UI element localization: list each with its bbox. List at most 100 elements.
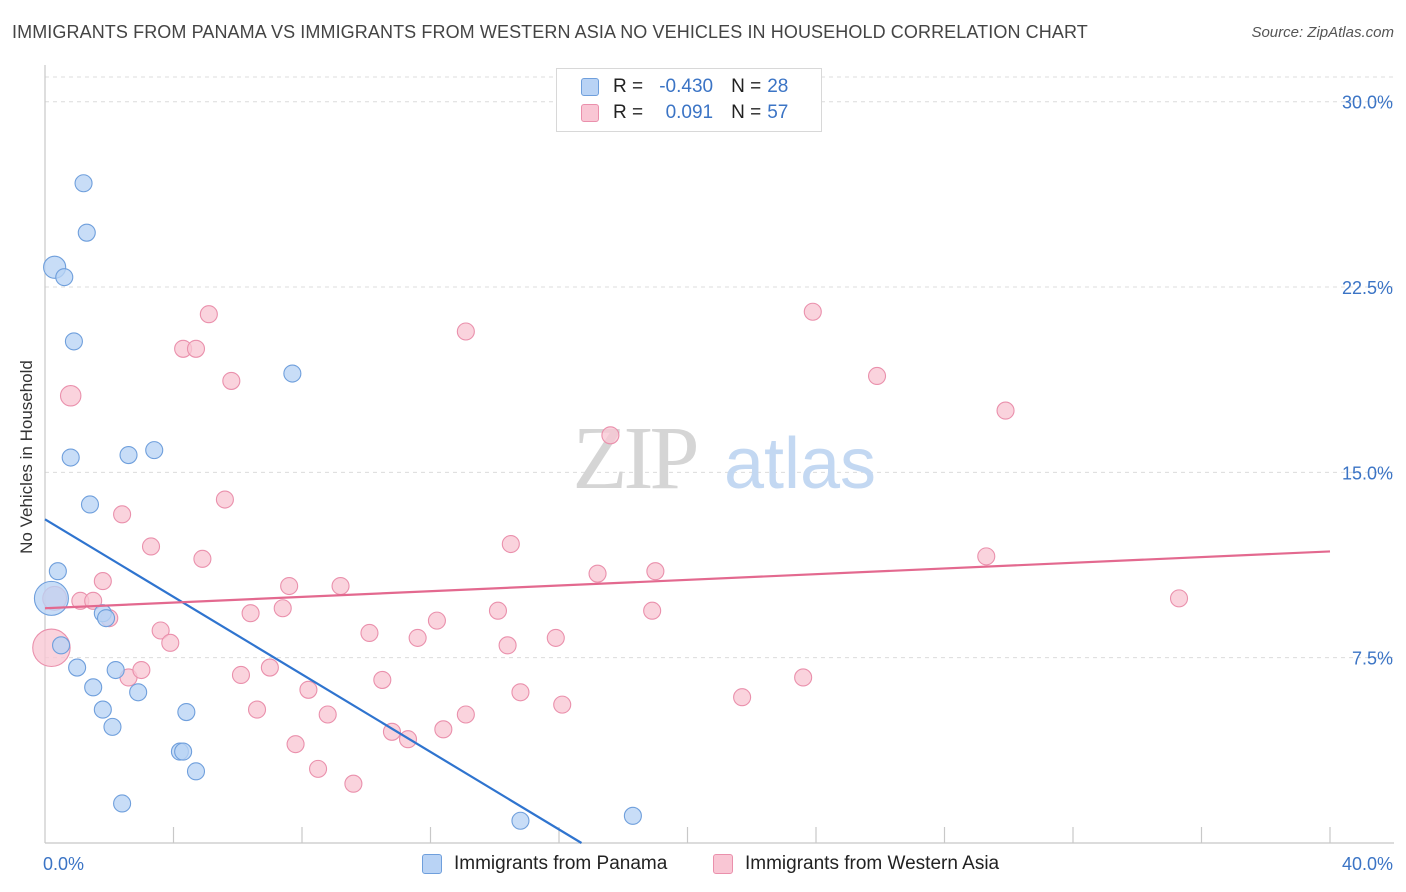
legend-r-label: R = [613,102,644,123]
watermark-atlas: atlas [724,424,876,504]
panama-point [623,806,642,825]
panama-point [113,794,132,813]
panama-point [145,441,164,460]
panama-swatch [581,78,599,96]
panama-point [68,658,87,677]
legend-r-value: 0.091 [665,102,714,123]
panama-point [96,609,116,628]
panama-point [106,660,125,680]
panama-point [48,562,67,581]
wasia-point [1169,589,1189,608]
wasia-point [132,660,151,680]
panama-point [61,448,80,467]
panama-point [93,700,112,719]
wasia-point [601,426,620,445]
wasia-point [273,599,292,618]
panama-legend-label: Immigrants from Panama [454,853,668,874]
wasia-point [309,759,328,778]
wasia-point [434,720,453,739]
wasia-point [260,658,279,677]
panama-point [52,636,71,655]
wasia-trendline [44,550,1331,610]
panama-point [103,717,122,736]
series-western-asia [32,302,1189,793]
watermark: ZIP atlas [573,409,877,508]
panama-point [74,174,93,193]
y-axis-label: No Vehicles in Household [17,360,36,554]
trendlines [44,518,1331,844]
panama-point [119,446,138,465]
wasia-point [546,628,565,647]
panama-point [80,495,100,514]
wasia-point [488,601,508,620]
bottom-legend-panama: Immigrants from Panama [422,851,667,877]
axes [44,65,1394,844]
panama-point [129,683,148,702]
legend-n-value: 28 [767,76,789,97]
wasia-point [511,683,530,702]
wasia-point [241,604,260,623]
wasia-point [151,621,170,640]
series-panama [33,174,642,830]
chart-title: IMMIGRANTS FROM PANAMA VS IMMIGRANTS FRO… [12,22,1088,42]
wasia-point [977,547,996,566]
wasia-point [222,371,241,390]
wasia-point [93,572,112,591]
wasia-point [588,564,607,583]
wasia-point [186,339,206,358]
wasia-point [141,537,161,556]
wasia-point [643,601,662,620]
panama-point [177,702,196,722]
y-tick-label: 15.0% [1342,463,1393,483]
legend-r-label: R = [613,76,644,97]
wasia-point [331,576,350,596]
wasia-point [231,665,251,685]
wasia-point [280,576,299,596]
wasia-swatch [581,104,599,122]
panama-point [77,223,96,242]
wasia-point [794,668,813,687]
panama-trendline [44,518,583,844]
wasia-point [113,505,132,524]
y-tick-label: 7.5% [1352,649,1393,669]
gridlines [45,76,1394,659]
wasia-point [733,688,752,707]
wasia-point [456,322,475,341]
panama-point [186,762,206,781]
wasia-point [215,490,234,509]
x-tick-label: 0.0% [43,854,84,874]
panama-point [33,580,69,616]
legend-n-label: N = [731,76,762,97]
panama-point [174,742,193,761]
wasia-point [161,633,180,652]
wasia-point [344,774,363,793]
wasia-point [360,623,379,643]
panama-point [84,678,103,697]
source-credit: Source: ZipAtlas.com [1251,24,1394,41]
y-tick-label: 30.0% [1342,93,1393,113]
panama-point [283,364,302,383]
legend-n-label: N = [731,102,762,123]
watermark-zip: ZIP [573,409,697,508]
wasia-point [247,700,267,719]
wasia-point [318,705,337,724]
wasia-point [501,534,520,554]
wasia-point [59,385,82,407]
legend-row-wasia: R = 0.091 N = 57 [581,101,788,125]
wasia-point [867,366,887,386]
panama-point [511,811,530,830]
panama-point [55,268,74,287]
y-tick-label: 22.5% [1342,278,1393,298]
wasia-point [299,680,318,699]
wasia-point [553,695,572,714]
legend-r-value: -0.430 [659,76,714,97]
legend-row-panama: R = -0.430 N = 28 [581,75,788,99]
wasia-legend-label: Immigrants from Western Asia [745,853,1000,874]
wasia-point [427,611,446,630]
wasia-point [996,401,1015,420]
wasia-point [803,302,822,321]
correlation-legend: R = -0.430 N = 28 R = 0.091 N = 57 [556,68,822,132]
wasia-point [456,705,475,724]
wasia-point [498,636,517,655]
